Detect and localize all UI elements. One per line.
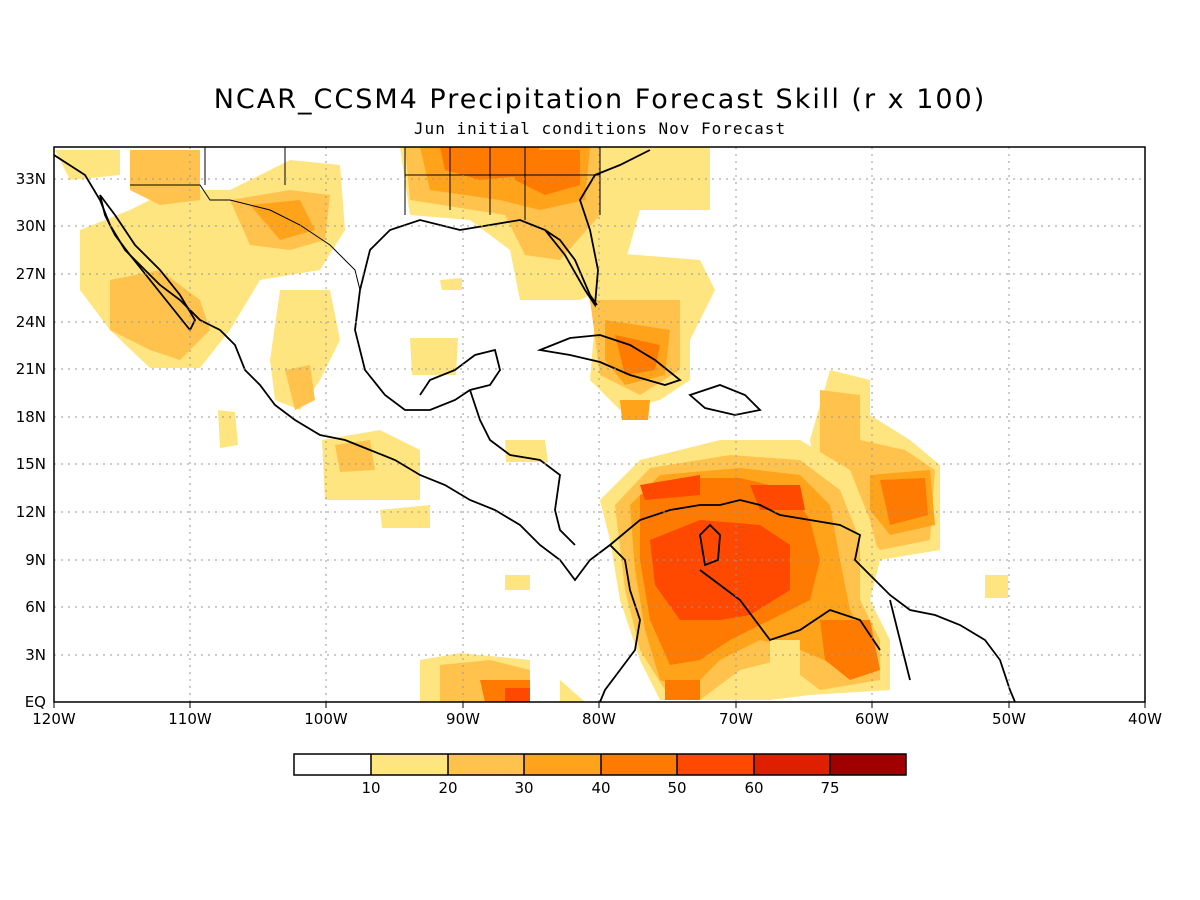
lat-label: 12N bbox=[16, 503, 46, 521]
border-venezuela bbox=[699, 569, 881, 651]
skill-region bbox=[665, 680, 700, 700]
lat-label: 9N bbox=[25, 551, 46, 569]
colorbar-label: 40 bbox=[591, 779, 610, 797]
lon-label: 120W bbox=[32, 710, 76, 728]
skill-region bbox=[505, 688, 530, 702]
skill-region bbox=[750, 485, 805, 510]
political-borders bbox=[130, 147, 601, 291]
skill-region bbox=[55, 150, 120, 180]
lat-label: EQ bbox=[25, 693, 46, 711]
skill-region bbox=[250, 200, 315, 240]
lat-label: 3N bbox=[25, 646, 46, 664]
axis-ticks bbox=[53, 702, 1146, 708]
skill-region bbox=[560, 680, 585, 702]
map-title: NCAR_CCSM4 Precipitation Forecast Skill … bbox=[213, 84, 987, 115]
colorbar-swatch bbox=[524, 754, 601, 775]
lat-label: 15N bbox=[16, 455, 46, 473]
colorbar-label: 30 bbox=[514, 779, 533, 797]
skill-region bbox=[985, 575, 1008, 598]
border-us-mexico bbox=[130, 184, 361, 291]
colorbar-swatch bbox=[294, 754, 371, 775]
coastline-gulf bbox=[359, 149, 651, 308]
skill-region bbox=[615, 335, 660, 375]
lon-label: 50W bbox=[992, 710, 1026, 728]
lon-label: 40W bbox=[1128, 710, 1162, 728]
skill-region bbox=[218, 410, 238, 448]
skill-region bbox=[880, 478, 928, 525]
coastline-florida bbox=[544, 229, 598, 306]
lon-label: 90W bbox=[446, 710, 480, 728]
lat-label: 30N bbox=[16, 217, 46, 235]
skill-region bbox=[505, 575, 530, 590]
colorbar-swatch bbox=[830, 754, 906, 775]
colorbar-label: 60 bbox=[744, 779, 763, 797]
coastline-north-america bbox=[54, 154, 641, 702]
coastline-south-america bbox=[609, 499, 1016, 702]
lat-label: 18N bbox=[16, 408, 46, 426]
colorbar-label: 20 bbox=[438, 779, 457, 797]
skill-shading bbox=[55, 147, 1008, 702]
coastline-central-america bbox=[469, 389, 576, 546]
lat-label: 6N bbox=[25, 598, 46, 616]
skill-region bbox=[505, 440, 548, 462]
skill-region bbox=[510, 150, 580, 195]
skill-region bbox=[770, 640, 800, 690]
graticule bbox=[54, 147, 1145, 702]
lon-label: 110W bbox=[168, 710, 212, 728]
border-states bbox=[204, 147, 601, 220]
skill-region bbox=[820, 620, 880, 680]
lon-label: 60W bbox=[855, 710, 889, 728]
coastline-lake-maracaibo bbox=[699, 523, 721, 567]
skill-region bbox=[440, 278, 462, 290]
colorbar-label: 10 bbox=[361, 779, 380, 797]
skill-region bbox=[130, 150, 200, 205]
longitude-labels: 120W 110W 100W 90W 80W 70W 60W 50W 40W bbox=[32, 710, 1162, 728]
skill-region bbox=[620, 400, 650, 420]
coastline-cuba bbox=[536, 334, 682, 386]
coastline-hispaniola bbox=[688, 384, 762, 416]
lon-label: 70W bbox=[719, 710, 753, 728]
colorbar-swatch bbox=[448, 754, 524, 775]
colorbar-swatch bbox=[677, 754, 754, 775]
latitude-labels: EQ 3N 6N 9N 12N 15N 18N 21N 24N 27N 30N … bbox=[16, 170, 46, 711]
skill-region bbox=[640, 475, 700, 500]
colorbar-label: 75 bbox=[820, 779, 839, 797]
lat-label: 33N bbox=[16, 170, 46, 188]
skill-region bbox=[650, 520, 790, 620]
border-guyana bbox=[889, 599, 911, 681]
lat-label: 24N bbox=[16, 313, 46, 331]
colorbar-swatch bbox=[754, 754, 830, 775]
lon-label: 80W bbox=[582, 710, 616, 728]
skill-region bbox=[380, 505, 430, 528]
colorbar-swatch bbox=[371, 754, 448, 775]
colorbar-label: 50 bbox=[667, 779, 686, 797]
lon-label: 100W bbox=[304, 710, 348, 728]
skill-region bbox=[410, 338, 458, 375]
lat-label: 21N bbox=[16, 360, 46, 378]
colorbar-swatch bbox=[601, 754, 677, 775]
skill-region bbox=[285, 365, 315, 410]
colorbar: 10 20 30 40 50 60 75 bbox=[293, 753, 907, 797]
map-subtitle: Jun initial conditions Nov Forecast bbox=[413, 119, 787, 138]
lat-label: 27N bbox=[16, 265, 46, 283]
skill-region bbox=[110, 270, 210, 360]
